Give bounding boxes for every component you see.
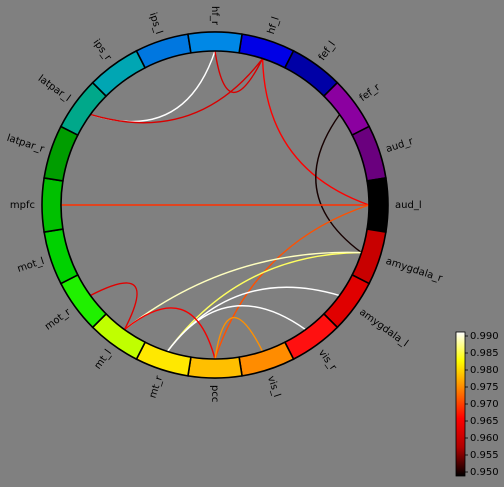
colorbar-ticks: 0.950 0.955 0.960 0.965 0.970 0.975 0.980 0.985… [465, 331, 499, 478]
connection-mt-l-amygdala-r [124, 251, 362, 331]
label-latpar-l: latpar_l [36, 73, 73, 104]
label-hf-r: hf_r [209, 6, 220, 26]
node-vis-l [238, 341, 295, 377]
node-ips-l [135, 33, 192, 69]
node-latpar-r [43, 125, 79, 182]
label-fef-r: fef_r [358, 82, 383, 105]
connection-lines [61, 50, 370, 360]
connection-pcc-mt-l [124, 307, 216, 360]
node-hf-r [187, 31, 243, 54]
colorbar-tick-label: 0.950 [470, 467, 499, 478]
label-hf-l: hf_l [266, 15, 282, 35]
node-aud-l [366, 177, 389, 233]
connection-vis-l-pcc [214, 316, 264, 360]
connection-aud-l-pcc [214, 204, 370, 360]
node-ring [41, 31, 389, 379]
colorbar-tick-label: 0.985 [470, 348, 499, 359]
connection-mt-l-mot-r [90, 282, 138, 330]
label-ips-l: ips_l [147, 11, 164, 35]
label-vis-r: vis_r [316, 348, 339, 374]
label-mt-l: mt_l [93, 348, 115, 372]
label-mot-r: mot_r [43, 306, 74, 332]
colorbar-tick-label: 0.960 [470, 433, 499, 444]
label-fef-l: fef_l [317, 39, 338, 62]
colorbar-gradient [455, 331, 466, 477]
label-aud-r: aud_r [385, 136, 416, 155]
colorbar-tick-label: 0.975 [470, 382, 499, 393]
node-mt-r [135, 341, 192, 377]
connection-hf-l-latpar-l [90, 58, 264, 124]
label-vis-l: vis_l [265, 375, 282, 399]
node-mot-l [43, 228, 79, 285]
colorbar-tick-label: 0.980 [470, 365, 499, 376]
label-mot-l: mot_l [16, 256, 46, 275]
colorbar: 0.950 0.955 0.960 0.965 0.970 0.975 0.980 0.985… [455, 331, 499, 478]
connection-mt-r-vis-r [166, 305, 306, 352]
label-amygdala-l: amygdala_l [357, 307, 410, 350]
label-pcc: pcc [209, 385, 220, 402]
colorbar-tick-label: 0.990 [470, 331, 499, 342]
colorbar-tick-label: 0.970 [470, 399, 499, 410]
node-amygdala-r [351, 228, 387, 285]
connection-mt-r-amygdala-r [166, 251, 362, 352]
node-mpfc [41, 177, 64, 233]
colorbar-tick-label: 0.955 [470, 450, 499, 461]
node-aud-r [351, 125, 387, 182]
connection-hf-l-aud-l [261, 58, 370, 206]
label-aud-l: aud_l [395, 200, 422, 211]
label-amygdala-r: amygdala_r [384, 256, 444, 285]
colorbar-tick-label: 0.965 [470, 416, 499, 427]
connection-fef-r-amygdala-r [315, 114, 362, 254]
node-pcc [187, 356, 243, 379]
node-hf-l [238, 33, 295, 69]
label-latpar-r: latpar_r [5, 133, 46, 156]
label-mpfc: mpfc [10, 200, 35, 211]
connection-hf-l-hf-r [214, 50, 264, 94]
label-mt-r: mt_r [148, 374, 166, 400]
label-ips-r: ips_r [91, 37, 114, 63]
